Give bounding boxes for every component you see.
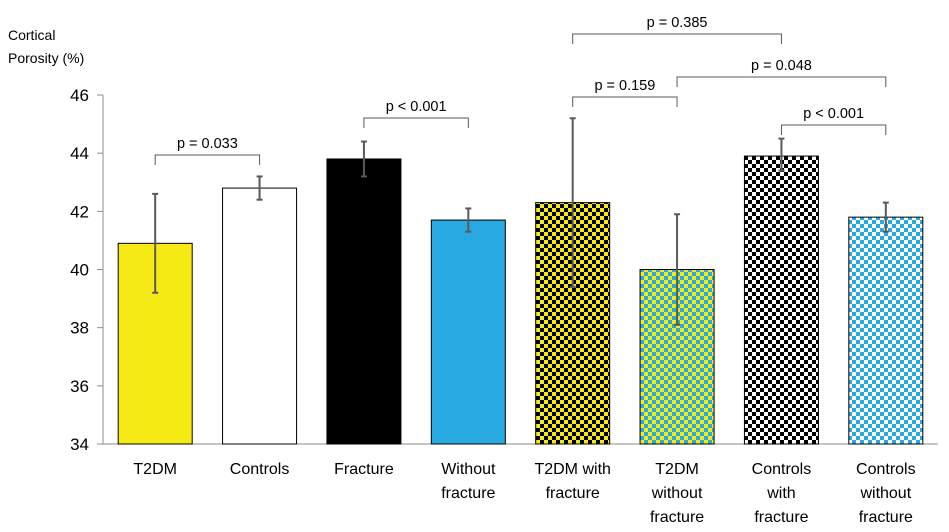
y-tick-label: 38 bbox=[70, 319, 89, 338]
bar bbox=[848, 216, 924, 445]
x-category-label: Controls without fracture bbox=[856, 461, 916, 526]
significance-bracket bbox=[676, 76, 887, 87]
bar bbox=[326, 158, 402, 445]
error-bars bbox=[152, 117, 889, 326]
y-axis-title-line-1: Cortical bbox=[8, 27, 55, 43]
significance-bracket bbox=[572, 96, 678, 107]
bar bbox=[222, 187, 298, 445]
x-axis-labels: T2DM Controls Fracture Without fracture T2DM … bbox=[133, 461, 915, 526]
p-value-label: p = 0.385 bbox=[647, 15, 708, 31]
x-category-label: T2DM without fracture bbox=[650, 461, 704, 526]
p-value-label: p < 0.001 bbox=[803, 106, 864, 122]
p-value-label: p < 0.001 bbox=[386, 99, 447, 115]
bars bbox=[117, 155, 924, 445]
p-value-label: p = 0.048 bbox=[751, 58, 812, 74]
significance-bracket bbox=[363, 117, 469, 128]
y-tick-label: 46 bbox=[70, 86, 89, 105]
p-value-label: p = 0.159 bbox=[594, 78, 655, 94]
significance-brackets: p = 0.033 p < 0.001 p = 0.159 p = 0.385 p = … bbox=[154, 15, 887, 165]
significance-bracket bbox=[780, 124, 887, 135]
y-axis-title-line-2: Porosity (%) bbox=[8, 50, 84, 66]
y-tick-label: 44 bbox=[70, 144, 89, 163]
y-tick-label: 40 bbox=[70, 261, 89, 280]
bar bbox=[430, 219, 506, 445]
y-axis: 34 36 38 40 42 44 46 bbox=[70, 86, 938, 454]
x-category-label: T2DM with fracture bbox=[534, 461, 610, 502]
y-tick-label: 34 bbox=[70, 435, 89, 454]
x-category-label: Controls with fracture bbox=[752, 461, 812, 526]
y-tick-label: 36 bbox=[70, 377, 89, 396]
x-category-label: Fracture bbox=[334, 461, 394, 478]
x-category-label: T2DM bbox=[133, 461, 177, 478]
significance-bracket bbox=[154, 154, 261, 165]
y-tick-label: 42 bbox=[70, 202, 89, 221]
significance-bracket bbox=[572, 33, 782, 44]
p-value-label: p = 0.033 bbox=[177, 136, 238, 152]
x-category-label: Controls bbox=[230, 461, 290, 478]
y-axis-title: Cortical Porosity (%) bbox=[8, 27, 84, 66]
bar bbox=[743, 155, 819, 445]
x-category-label: Without fracture bbox=[441, 461, 496, 502]
